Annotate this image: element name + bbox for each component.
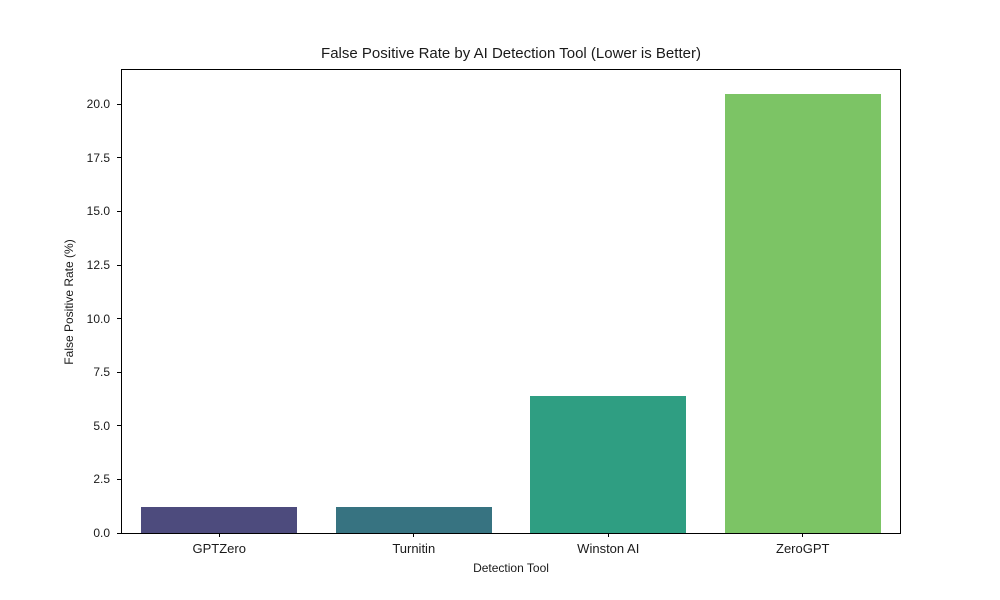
y-tick-mark — [117, 425, 121, 427]
x-tick-mark — [413, 533, 415, 537]
chart-title: False Positive Rate by AI Detection Tool… — [321, 45, 701, 62]
x-tick-mark — [607, 533, 609, 537]
y-tick-mark — [117, 532, 121, 534]
bar-winston-ai — [530, 395, 687, 533]
bar-gptzero — [141, 507, 298, 533]
y-tick-label: 17.5 — [86, 150, 110, 165]
y-tick-label: 12.5 — [86, 258, 110, 273]
y-tick-label: 5.0 — [93, 418, 110, 433]
y-tick-label: 20.0 — [86, 97, 110, 112]
y-tick-mark — [117, 371, 121, 373]
y-tick-label: 2.5 — [93, 472, 110, 487]
y-tick-label: 15.0 — [86, 204, 110, 219]
x-axis-label: Detection Tool — [473, 561, 549, 575]
y-tick-label: 0.0 — [93, 526, 110, 540]
x-tick-label: Winston AI — [577, 541, 640, 556]
x-tick-label: ZeroGPT — [776, 541, 830, 556]
bar-turnitin — [335, 507, 492, 533]
x-tick-label: GPTZero — [192, 541, 246, 556]
y-tick-mark — [117, 210, 121, 212]
y-tick-label: 7.5 — [93, 365, 110, 380]
y-tick-mark — [117, 264, 121, 266]
y-tick-mark — [117, 157, 121, 159]
x-tick-mark — [218, 533, 220, 537]
y-tick-mark — [117, 103, 121, 105]
bar-zerogpt — [724, 93, 881, 533]
y-tick-mark — [117, 478, 121, 480]
y-tick-mark — [117, 318, 121, 320]
plot-area: False Positive Rate (%) Detection Tool 0… — [62, 69, 901, 575]
x-tick-label: Turnitin — [392, 541, 436, 556]
y-tick-label: 10.0 — [86, 311, 110, 326]
x-tick-mark — [802, 533, 804, 537]
